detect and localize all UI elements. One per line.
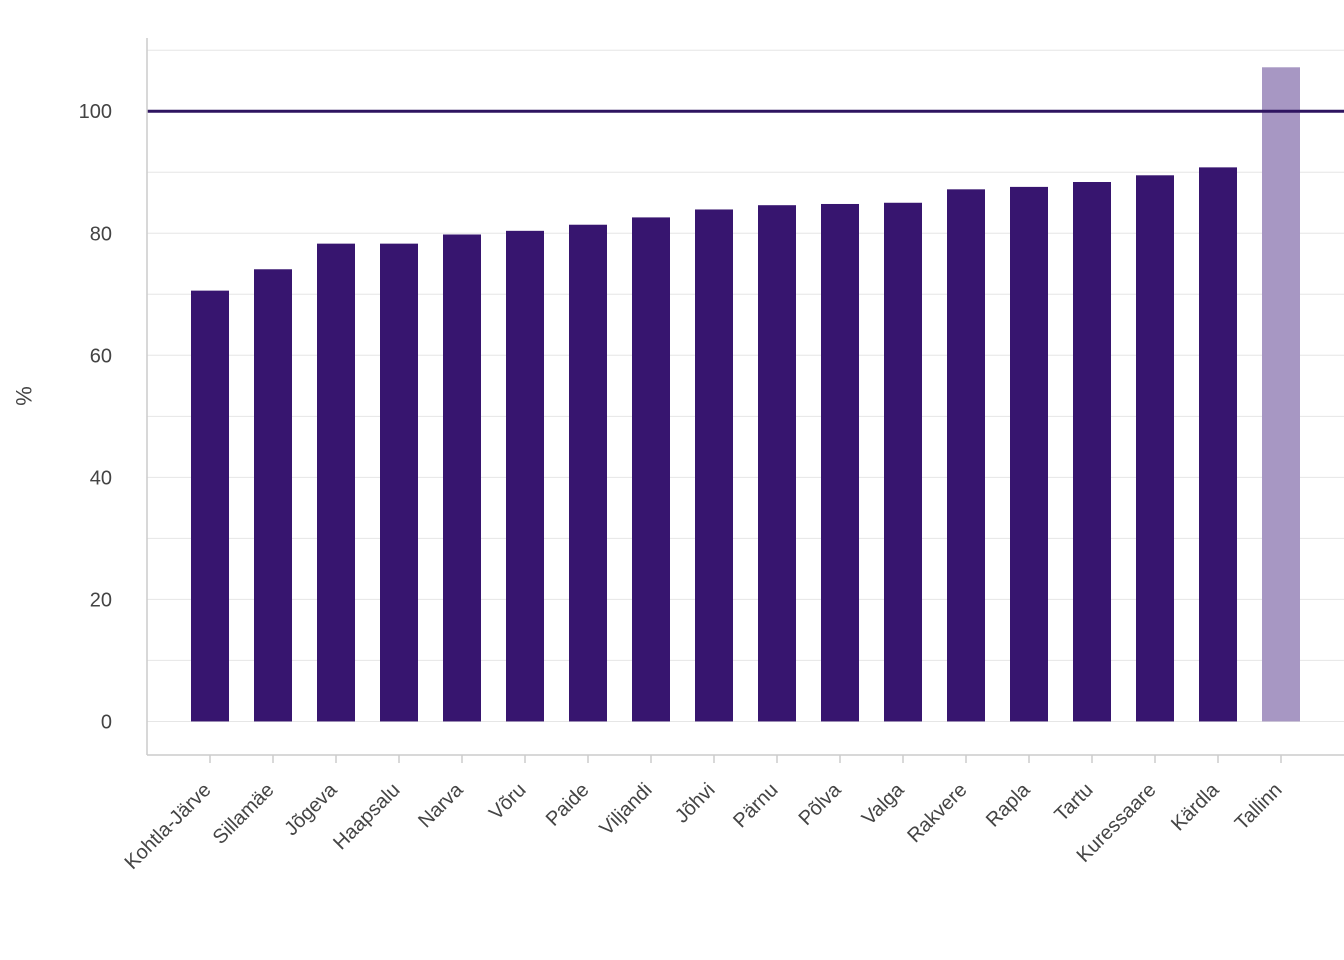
x-tick-label: Narva xyxy=(414,778,468,832)
x-tick-label: Viljandi xyxy=(596,779,657,840)
y-axis-label: % xyxy=(11,386,36,406)
bar-13 xyxy=(1010,186,1048,722)
y-tick-label: 0 xyxy=(101,711,112,733)
bars xyxy=(191,67,1300,722)
bar-2 xyxy=(317,243,355,722)
x-tick-label: Jõhvi xyxy=(671,779,720,828)
x-tick-label: Kärdla xyxy=(1167,778,1224,835)
bar-1 xyxy=(254,269,292,722)
x-tick-label: Valga xyxy=(858,778,909,829)
bar-0 xyxy=(191,290,229,722)
bar-11 xyxy=(884,202,922,722)
bar-15 xyxy=(1136,175,1174,722)
bar-16 xyxy=(1199,167,1237,722)
axes xyxy=(146,38,1344,763)
y-tick-labels: 0 20 40 60 80 100 xyxy=(79,101,112,733)
x-tick-label: Tallinn xyxy=(1231,779,1287,835)
bar-10 xyxy=(821,203,859,722)
bar-5 xyxy=(506,230,544,722)
x-tick-label: Haapsalu xyxy=(329,779,404,854)
x-tick-label: Rapla xyxy=(982,778,1035,831)
bar-7 xyxy=(632,217,670,722)
x-tick-label: Kohtla-Järve xyxy=(121,779,216,874)
x-tick-label: Paide xyxy=(542,779,594,831)
bar-4 xyxy=(443,234,481,722)
bar-12 xyxy=(947,189,985,722)
bar-3 xyxy=(380,243,418,722)
x-tick-label: Rakvere xyxy=(903,779,971,847)
bar-9 xyxy=(758,205,796,722)
x-tick-label: Sillamäe xyxy=(209,779,279,849)
x-tick-label: Tartu xyxy=(1051,779,1098,826)
y-tick-label: 100 xyxy=(79,101,112,123)
y-tick-label: 40 xyxy=(90,467,112,489)
y-tick-label: 60 xyxy=(90,345,112,367)
x-tick-label: Võru xyxy=(485,779,530,824)
bar-14 xyxy=(1073,182,1111,722)
bar-8 xyxy=(695,209,733,722)
bar-6 xyxy=(569,224,607,722)
bar-17 xyxy=(1262,67,1300,722)
y-tick-label: 80 xyxy=(90,223,112,245)
x-tick-label: Põlva xyxy=(795,778,847,830)
y-tick-label: 20 xyxy=(90,589,112,611)
x-tick-label: Pärnu xyxy=(729,779,782,832)
x-tick-label: Jõgeva xyxy=(280,778,342,840)
